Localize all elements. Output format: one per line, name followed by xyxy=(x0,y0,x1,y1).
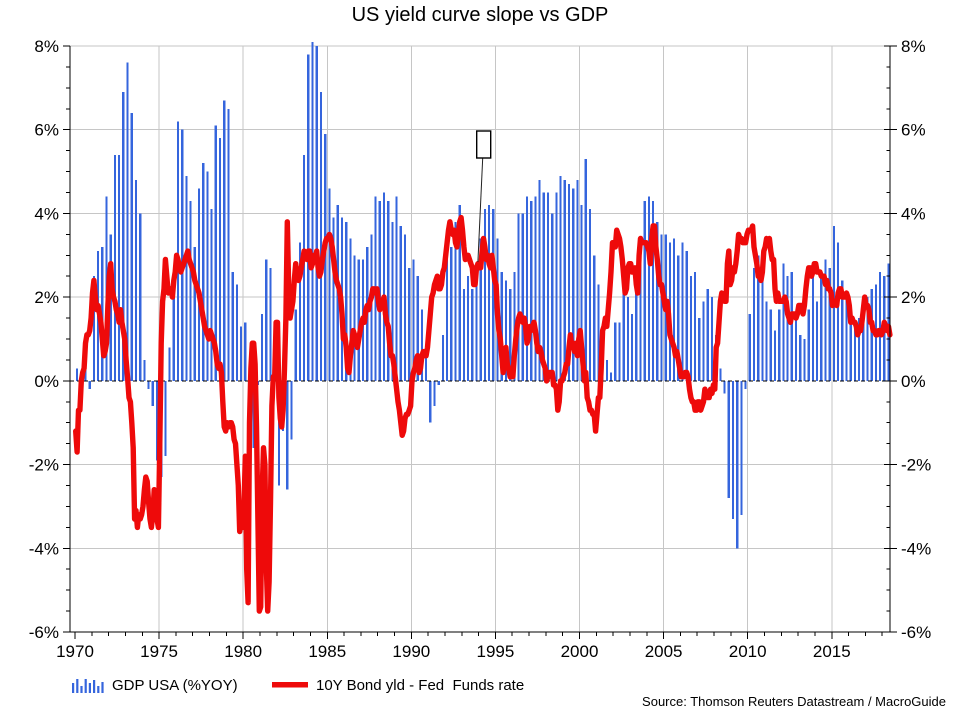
svg-text:2%: 2% xyxy=(901,288,926,307)
svg-text:1970: 1970 xyxy=(56,642,94,661)
svg-text:8%: 8% xyxy=(34,37,59,56)
legend-item-spread: 10Y Bond yld - Fed Funds rate xyxy=(272,672,524,698)
y-axis-ticks xyxy=(63,45,897,633)
chart-legend: GDP USA (%YOY) 10Y Bond yld - Fed Funds … xyxy=(0,672,960,698)
svg-text:2010: 2010 xyxy=(729,642,767,661)
svg-text:6%: 6% xyxy=(34,121,59,140)
x-axis-ticks xyxy=(74,632,883,639)
gdp-bars-legend-icon xyxy=(72,678,104,693)
svg-text:2000: 2000 xyxy=(561,642,599,661)
legend-label-gdp: GDP USA (%YOY) xyxy=(112,676,238,694)
spread-line-legend-icon xyxy=(272,682,308,688)
svg-text:-4%: -4% xyxy=(29,539,59,558)
x-tick-labels: 1970 1975 1980 1985 1990 1995 2000 2005 2010 2015 xyxy=(56,642,851,661)
legend-label-spread: 10Y Bond yld - Fed Funds rate xyxy=(316,676,525,694)
svg-text:6%: 6% xyxy=(901,121,926,140)
svg-text:2005: 2005 xyxy=(645,642,683,661)
svg-text:1985: 1985 xyxy=(308,642,346,661)
svg-text:0%: 0% xyxy=(34,372,59,391)
svg-text:-6%: -6% xyxy=(901,623,931,642)
svg-text:1990: 1990 xyxy=(392,642,430,661)
svg-text:2%: 2% xyxy=(34,288,59,307)
svg-text:-2%: -2% xyxy=(29,456,59,475)
svg-text:1995: 1995 xyxy=(477,642,515,661)
source-attribution: Source: Thomson Reuters Datastream / Mac… xyxy=(642,694,946,709)
svg-text:1980: 1980 xyxy=(224,642,262,661)
svg-text:4%: 4% xyxy=(901,204,926,223)
spread-line xyxy=(72,214,893,614)
svg-text:8%: 8% xyxy=(901,37,926,56)
svg-text:-2%: -2% xyxy=(901,456,931,475)
legend-item-gdp: GDP USA (%YOY) xyxy=(72,672,238,698)
svg-text:2015: 2015 xyxy=(813,642,851,661)
svg-text:-4%: -4% xyxy=(901,539,931,558)
chart-title: US yield curve slope vs GDP xyxy=(351,4,609,26)
svg-text:4%: 4% xyxy=(34,204,59,223)
y-tick-labels-right: 8% 6% 4% 2% 0% -2% -4% -6% xyxy=(901,37,931,642)
y-tick-labels-left: 8% 6% 4% 2% 0% -2% -4% -6% xyxy=(29,37,59,642)
svg-text:-6%: -6% xyxy=(29,623,59,642)
callout-annotation xyxy=(476,130,492,263)
svg-text:0%: 0% xyxy=(901,372,926,391)
svg-text:1975: 1975 xyxy=(140,642,178,661)
